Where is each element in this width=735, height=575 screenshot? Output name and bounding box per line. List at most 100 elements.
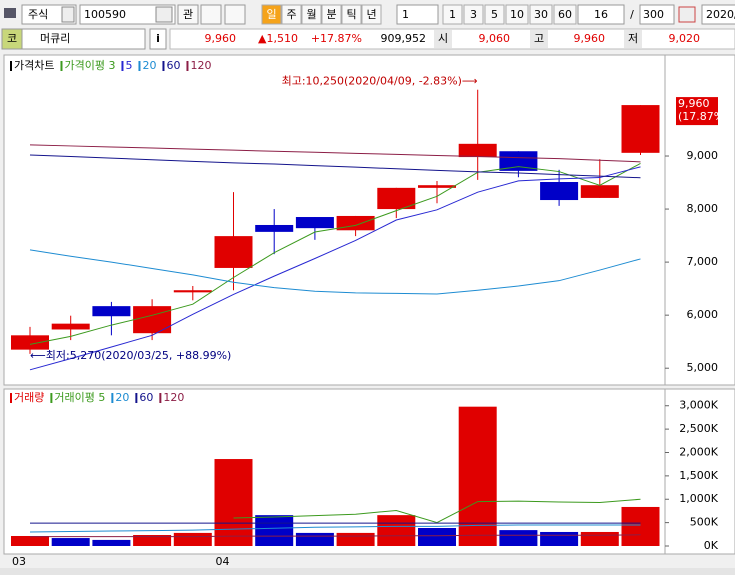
- period-button[interactable]: [361, 4, 382, 25]
- legend-swatch: [10, 393, 12, 403]
- total: 300: [643, 8, 664, 21]
- code-input[interactable]: [79, 4, 176, 25]
- y-tick-label: 7,000: [687, 255, 719, 268]
- interval-button[interactable]: [529, 4, 553, 25]
- interval: 60: [558, 8, 572, 21]
- open: 9,060: [479, 32, 511, 45]
- volume-bar: [295, 532, 334, 546]
- scrollbar[interactable]: [0, 568, 735, 575]
- legend-swatch: [159, 393, 162, 403]
- volume-bar: [540, 531, 579, 546]
- interval: 1: [449, 8, 456, 21]
- y-tick-label: 3,000K: [679, 399, 718, 412]
- moving-average: [30, 534, 641, 538]
- period: 분: [326, 8, 336, 21]
- candle-body: [377, 187, 416, 210]
- legend-label: 60: [166, 59, 180, 72]
- spin-button[interactable]: [224, 4, 246, 25]
- interval: 10: [510, 8, 524, 21]
- y-tick-label: 9,000: [687, 149, 719, 162]
- shown-input[interactable]: [577, 4, 625, 25]
- volume-bar: [621, 506, 660, 546]
- volume-bar: [255, 515, 294, 546]
- interval-button[interactable]: [505, 4, 529, 25]
- legend-swatch: [121, 61, 124, 71]
- period: 주: [286, 8, 296, 21]
- info: i: [156, 32, 160, 45]
- legend-swatch: [60, 61, 63, 71]
- last-price: 9,960: [678, 97, 710, 110]
- price: 9,960: [205, 32, 237, 45]
- legend-label: 120: [163, 391, 184, 404]
- candle-body: [51, 323, 90, 330]
- y-tick-label: 2,000K: [679, 445, 718, 458]
- volume-bar: [214, 459, 253, 546]
- legend-label: 거래량: [14, 391, 44, 404]
- period-button[interactable]: [281, 4, 302, 25]
- menu-icon[interactable]: [4, 8, 16, 18]
- watch-button[interactable]: [177, 4, 199, 25]
- volume-bar: [580, 531, 619, 546]
- volume-bar: [92, 539, 131, 546]
- y-tick-label: 2,500K: [679, 422, 718, 435]
- volume-bar: [499, 530, 538, 546]
- candle-body: [499, 151, 538, 171]
- legend-label: 20: [115, 391, 129, 404]
- last-change: (17.87%): [678, 110, 729, 123]
- candle-body: [11, 335, 49, 350]
- candle-body: [458, 143, 497, 158]
- volume-bar: [11, 535, 49, 546]
- moving-average: [29, 166, 641, 371]
- volume-bar: [173, 532, 212, 546]
- candle-body: [133, 306, 172, 334]
- y-tick-label: 1,000K: [679, 492, 718, 505]
- candle-body: [418, 185, 456, 188]
- candle-body: [173, 290, 212, 293]
- period-button[interactable]: [301, 4, 322, 25]
- tool-button[interactable]: [200, 4, 222, 25]
- moving-average: [29, 524, 641, 533]
- separator: /: [630, 8, 634, 21]
- legend-label: 60: [139, 391, 153, 404]
- period: 틱: [346, 8, 356, 21]
- candle-body: [336, 215, 375, 231]
- total-input[interactable]: [639, 4, 675, 25]
- y-tick-label: 1,500K: [679, 469, 718, 482]
- code-tag: 코: [7, 32, 17, 45]
- interval-button[interactable]: [463, 4, 484, 25]
- watch: 관: [183, 8, 193, 21]
- candle-body: [540, 182, 579, 201]
- moving-average: [29, 154, 641, 179]
- date-input[interactable]: [701, 4, 735, 25]
- legend-swatch: [111, 393, 114, 403]
- count-select[interactable]: [396, 4, 439, 25]
- open-label: 시: [438, 32, 448, 45]
- dropdown[interactable]: [61, 6, 75, 23]
- period-count: 1: [402, 8, 409, 21]
- last-price-tag: [676, 97, 718, 126]
- search-button[interactable]: [155, 6, 173, 23]
- y-tick-label: 500K: [690, 516, 719, 529]
- period-button[interactable]: [321, 4, 342, 25]
- legend-swatch: [138, 61, 141, 71]
- y-tick-label: 6,000: [687, 308, 719, 321]
- volume-bar: [336, 532, 375, 546]
- settings-icon[interactable]: [678, 6, 696, 23]
- market: 주식: [28, 8, 48, 21]
- period-button[interactable]: [261, 4, 282, 25]
- period: 년: [366, 8, 376, 21]
- volume-bar: [51, 538, 90, 546]
- candle-body: [580, 185, 619, 198]
- period-button[interactable]: [341, 4, 362, 25]
- legend-swatch: [162, 61, 165, 71]
- info-button[interactable]: [149, 28, 167, 50]
- y-tick-label: 5,000: [687, 361, 719, 374]
- legend-swatch: [186, 61, 189, 71]
- moving-average: [29, 144, 641, 163]
- interval-button[interactable]: [553, 4, 577, 25]
- interval-button[interactable]: [442, 4, 463, 25]
- x-tick-label: 04: [216, 555, 230, 568]
- legend-label: 20: [142, 59, 156, 72]
- low-label: 저: [628, 32, 638, 45]
- interval-button[interactable]: [484, 4, 505, 25]
